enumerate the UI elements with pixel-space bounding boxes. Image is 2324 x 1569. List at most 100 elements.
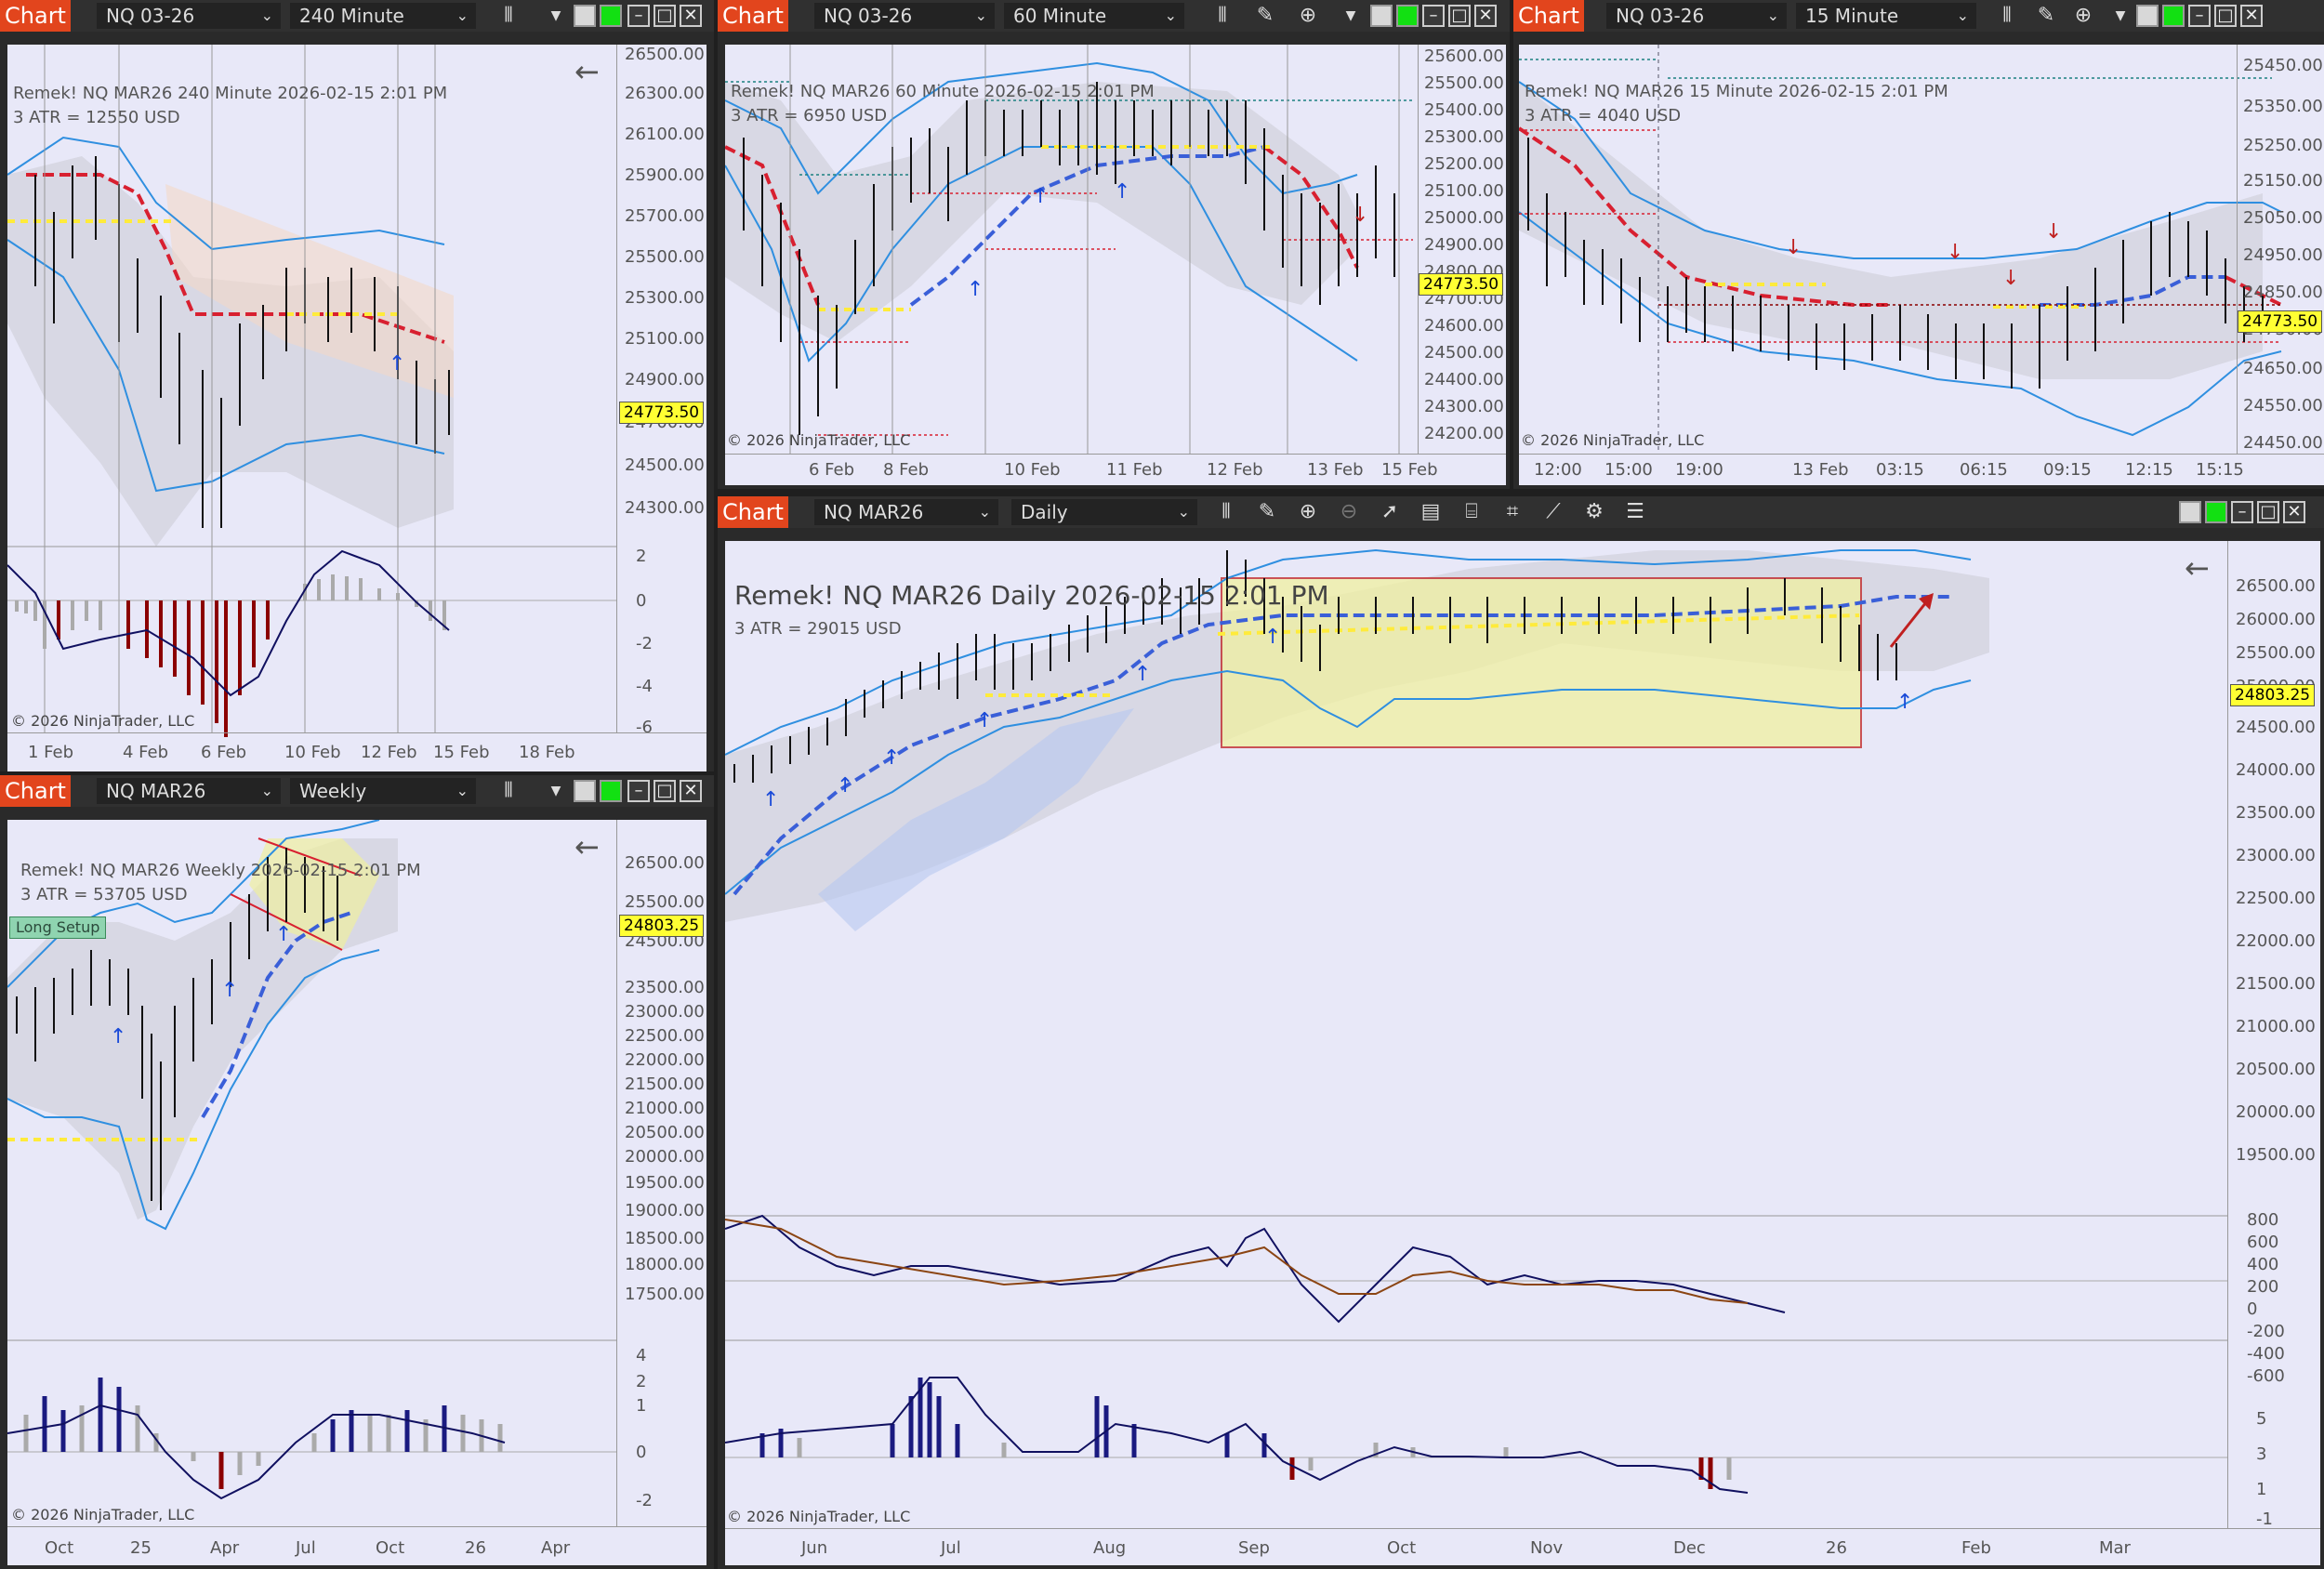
axis-tick: 25600.00 — [1424, 46, 1504, 66]
trend-line-blue — [733, 595, 1952, 896]
instrument-selector[interactable]: NQ 03-26 ⌄ — [814, 3, 995, 29]
maximize-button[interactable]: □ — [2257, 501, 2279, 523]
chart-toolbar: Chart NQ MAR26 ⌄ Daily ⌄ ⫴ ✎ ⊕ ⊖ ➚ ▤ ⌸ ⌗ ⟋… — [718, 496, 2324, 528]
lower-band — [725, 669, 1972, 895]
instrument-selector[interactable]: NQ MAR26 ⌄ — [97, 778, 281, 804]
link-color-button[interactable] — [2205, 501, 2227, 523]
maximize-button[interactable]: □ — [2214, 5, 2237, 27]
zoom-out-icon[interactable]: ⊖ — [1340, 500, 1358, 523]
axis-tick: 23500.00 — [2236, 803, 2316, 823]
link-color-button[interactable] — [2162, 5, 2185, 27]
data-box-icon[interactable]: ▤ — [1420, 500, 1441, 523]
pointer-icon[interactable]: ➚ — [1380, 500, 1399, 523]
minimize-button[interactable]: – — [2188, 5, 2211, 27]
link-color-button[interactable] — [600, 5, 622, 27]
instrument-selector[interactable]: NQ 03-26 ⌄ — [1606, 3, 1787, 29]
minimize-button[interactable]: – — [627, 780, 650, 802]
trend-line-red — [1262, 145, 1359, 269]
bar-type-icon[interactable]: ⫴ — [1221, 500, 1231, 523]
axis-tick: 12:15 — [2125, 460, 2173, 480]
axis-tick: 19500.00 — [2236, 1145, 2316, 1165]
indicators-icon[interactable]: ⌸ — [1465, 500, 1478, 523]
chevron-down-icon[interactable]: ▼ — [1345, 8, 1356, 23]
price-panel[interactable]: ↑ ↑ ↑ Remek! NQ MAR26 Weekly 2026-02-15 … — [7, 820, 706, 1565]
histogram-bars — [759, 1378, 1732, 1489]
price-panel[interactable]: ↑ ↑ ↑ ↑ ↑ ↑ ↑ Remek! — [725, 541, 2320, 1565]
osc-tick: 800 — [2247, 1210, 2279, 1230]
price-panel[interactable]: ↑ ↑ ↑ ↓ Remek! NQ MAR26 60 Minute 2026-0… — [725, 45, 1506, 485]
window-color-button[interactable] — [574, 780, 596, 802]
back-arrow-icon[interactable]: ← — [2185, 550, 2210, 586]
interval-selector[interactable]: Daily ⌄ — [1011, 499, 1197, 525]
chart-tab[interactable]: Chart — [718, 496, 788, 528]
axis-tick: 24850.00 — [2243, 283, 2323, 302]
link-color-button[interactable] — [1396, 5, 1419, 27]
axis-tick: Apr — [541, 1538, 571, 1558]
macd-line — [725, 1214, 1786, 1324]
price-axis: 26500.00 26000.00 25500.00 25000.00 2450… — [2227, 541, 2320, 1529]
chevron-down-icon[interactable]: ▼ — [550, 784, 561, 798]
minimize-button[interactable]: – — [1422, 5, 1445, 27]
bar-type-icon[interactable]: ⫴ — [504, 4, 513, 27]
close-button[interactable]: ✕ — [2240, 5, 2263, 27]
window-color-button[interactable] — [1370, 5, 1393, 27]
maximize-button[interactable]: □ — [654, 5, 676, 27]
back-arrow-icon[interactable]: ← — [574, 54, 600, 89]
axis-tick: 19:00 — [1675, 460, 1723, 480]
strategies-icon[interactable]: ⌗ — [1506, 500, 1519, 523]
zoom-icon[interactable]: ⊕ — [1299, 4, 1317, 27]
axis-tick: 23000.00 — [2236, 846, 2316, 865]
maximize-button[interactable]: □ — [1448, 5, 1471, 27]
interval-selector[interactable]: 240 Minute ⌄ — [290, 3, 476, 29]
chart-tab[interactable]: Chart — [718, 0, 788, 32]
window-color-button[interactable] — [2179, 501, 2201, 523]
minimize-button[interactable]: – — [627, 5, 650, 27]
close-button[interactable]: ✕ — [680, 780, 702, 802]
close-button[interactable]: ✕ — [2283, 501, 2305, 523]
properties-icon[interactable]: ⚙ — [1585, 500, 1604, 523]
axis-tick: 25450.00 — [2243, 56, 2323, 75]
chart-tab[interactable]: Chart — [0, 0, 71, 32]
interval-selector[interactable]: Weekly ⌄ — [290, 778, 476, 804]
maximize-button[interactable]: □ — [654, 780, 676, 802]
interval-selector[interactable]: 15 Minute ⌄ — [1796, 3, 1976, 29]
bar-type-icon[interactable]: ⫴ — [1218, 4, 1227, 27]
zoom-in-icon[interactable]: ⊕ — [1299, 500, 1317, 523]
upper-band — [1519, 81, 2282, 259]
axis-tick: 18500.00 — [625, 1229, 705, 1248]
back-arrow-icon[interactable]: ← — [574, 829, 600, 864]
chart-tab[interactable]: Chart — [0, 775, 71, 807]
lower-band — [7, 239, 445, 493]
axis-tick: 24900.00 — [1424, 235, 1504, 255]
axis-tick: 13 Feb — [1792, 460, 1849, 480]
list-icon[interactable]: ☰ — [1626, 500, 1644, 523]
bar-type-icon[interactable]: ⫴ — [504, 779, 513, 802]
chart-tab[interactable]: Chart — [1513, 0, 1584, 32]
pencil-icon[interactable]: ✎ — [1256, 4, 1274, 27]
chevron-down-icon[interactable]: ▼ — [550, 8, 561, 23]
window-color-button[interactable] — [574, 5, 596, 27]
instrument-selector[interactable]: NQ MAR26 ⌄ — [814, 499, 998, 525]
price-panel[interactable]: ↑ Remek! NQ MAR26 240 Minute 2026-02-15 … — [7, 45, 706, 771]
bar-type-icon[interactable]: ⫴ — [2002, 4, 2012, 27]
osc-tick: -2 — [636, 1491, 653, 1510]
axis-tick: 23500.00 — [625, 978, 705, 997]
close-button[interactable]: ✕ — [680, 5, 702, 27]
instrument-selector[interactable]: NQ 03-26 ⌄ — [97, 3, 281, 29]
chevron-down-icon[interactable]: ▼ — [2115, 8, 2126, 23]
price-panel[interactable]: ↓ ↓ ↓ ↓ Remek! NQ MAR26 15 Minute 2026-0… — [1519, 45, 2324, 485]
axis-tick: 17500.00 — [625, 1285, 705, 1304]
instrument-value: NQ MAR26 — [824, 501, 924, 523]
window-color-button[interactable] — [2136, 5, 2159, 27]
minimize-button[interactable]: – — [2231, 501, 2253, 523]
pencil-icon[interactable]: ✎ — [1258, 500, 1276, 523]
atr-label: 3 ATR = 4040 USD — [1525, 106, 1682, 125]
pencil-icon[interactable]: ✎ — [2037, 4, 2055, 27]
last-price-marker: 24773.50 — [2238, 310, 2323, 333]
close-button[interactable]: ✕ — [1474, 5, 1497, 27]
interval-value: 240 Minute — [299, 5, 404, 27]
chart-trader-icon[interactable]: ⟋ — [1546, 500, 1561, 523]
zoom-icon[interactable]: ⊕ — [2074, 4, 2093, 27]
interval-selector[interactable]: 60 Minute ⌄ — [1004, 3, 1184, 29]
link-color-button[interactable] — [600, 780, 622, 802]
